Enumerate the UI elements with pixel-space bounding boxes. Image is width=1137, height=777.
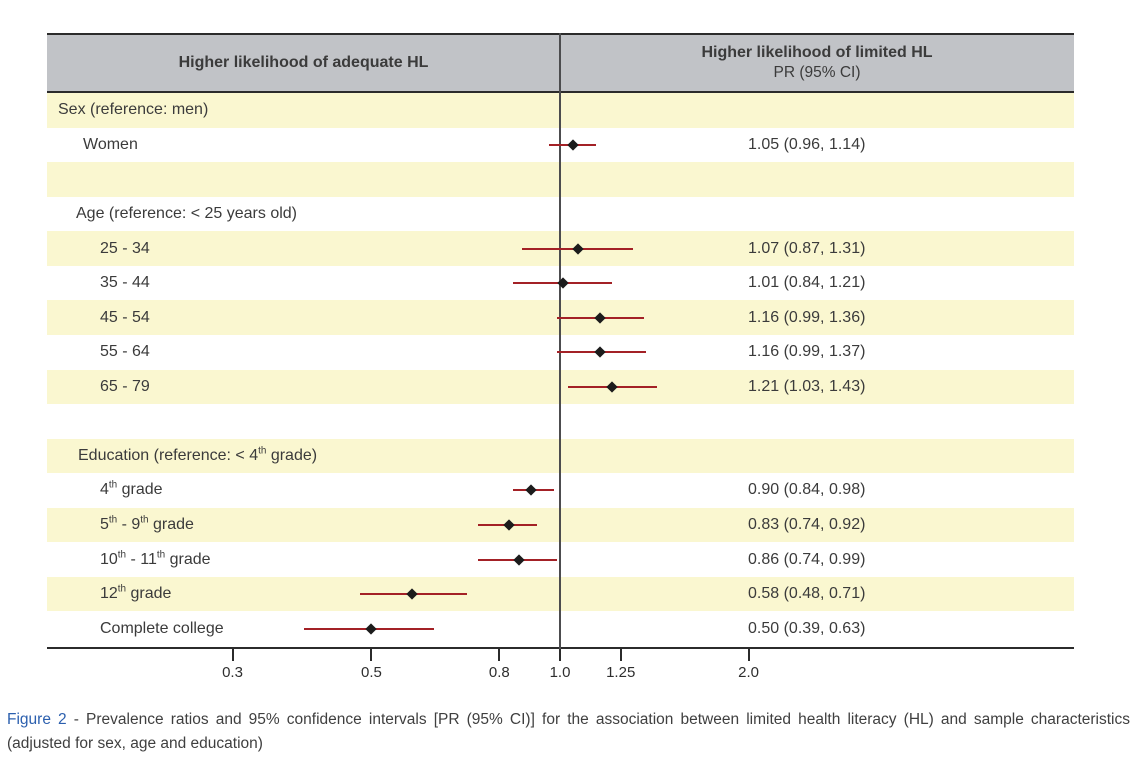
x-axis-tick [747,649,750,661]
pr-diamond-marker [513,553,525,566]
pr-diamond-marker [594,346,607,358]
pr-diamond-marker [525,484,537,497]
pr-diamond-marker [503,519,515,531]
row-item-label: Complete college [100,619,224,637]
pr-value: 1.05 (0.96, 1.14) [748,135,866,153]
header-right-title: Higher likelihood of limited HL [701,44,933,61]
pr-value: 1.16 (0.99, 1.36) [748,308,866,326]
pr-diamond-marker [365,623,378,635]
x-axis-tick-label: 0.3 [222,664,243,681]
figure-caption: Figure 2 - Prevalence ratios and 95% con… [7,708,1130,756]
reference-line [559,33,561,649]
row-item-label: 10th - 11th grade [100,549,211,568]
x-axis-tick-label: 0.5 [361,664,382,681]
row-item-label: 35 - 44 [100,274,150,292]
x-axis-tick [231,649,234,661]
figure-caption-label: Figure 2 [7,711,67,728]
pr-value: 1.07 (0.87, 1.31) [748,239,866,257]
row-group-label: Age (reference: < 25 years old) [76,204,298,222]
header-left-title: Higher likelihood of adequate HL [178,54,429,71]
header-right-subtitle: PR (95% CI) [773,64,861,81]
row-group-label: Sex (reference: men) [58,101,209,119]
row-item-label: 65 - 79 [100,377,150,395]
header-right: Higher likelihood of limited HL PR (95% … [560,35,1074,91]
x-axis-tick-label: 1.25 [606,664,636,681]
pr-value: 0.50 (0.39, 0.63) [748,619,866,637]
x-axis: 0.3 0.5 0.8 1.0 1.25 2.0 [47,647,1074,702]
pr-value: 0.58 (0.48, 0.71) [748,585,866,603]
x-axis-tick-label: 1.0 [549,664,571,681]
figure-caption-text: - Prevalence ratios and 95% confidence i… [7,711,1130,752]
pr-diamond-marker [594,311,607,324]
pr-value: 0.86 (0.74, 0.99) [748,550,866,568]
pr-diamond-marker [567,139,579,151]
row-item-label: 5th - 9th grade [100,514,194,534]
x-axis-tick [370,649,373,661]
x-axis-tick-label: 2.0 [738,664,759,681]
x-axis-tick [559,649,561,661]
row-item-label: 25 - 34 [100,239,150,257]
pr-diamond-marker [406,588,418,600]
x-axis-tick [498,649,501,661]
row-group-label: Education (reference: < 4th grade) [78,445,318,464]
row-item-label: 55 - 64 [100,343,150,361]
pr-value: 0.90 (0.84, 0.98) [748,481,866,499]
forest-plot-table: Higher likelihood of adequate HL Higher … [47,33,1074,681]
pr-diamond-marker [606,381,618,393]
pr-value: 1.21 (1.03, 1.43) [748,377,866,395]
pr-value: 0.83 (0.74, 0.92) [748,516,866,534]
row-item-label: 4th grade [100,480,163,499]
row-item-label: 12th grade [100,583,172,603]
pr-value: 1.01 (0.84, 1.21) [748,274,866,292]
pr-diamond-marker [572,242,585,255]
row-item-label: 45 - 54 [100,308,150,326]
x-axis-tick-label: 0.8 [488,664,510,681]
x-axis-tick [619,649,622,661]
row-item-label: Women [83,135,138,153]
pr-value: 1.16 (0.99, 1.37) [748,343,866,361]
